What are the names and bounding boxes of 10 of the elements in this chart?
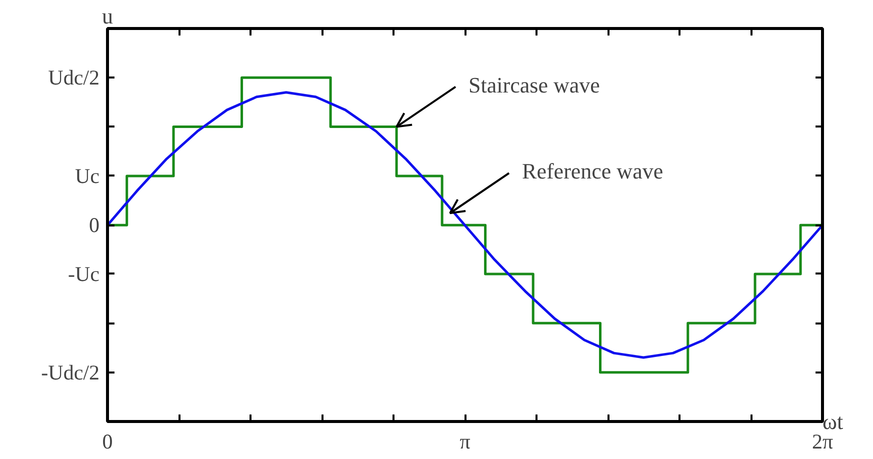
x-tick-label: 0	[102, 430, 113, 454]
annotation: Reference wave	[522, 158, 664, 184]
y-axis-title: u	[102, 4, 113, 28]
x-tick-label: π	[460, 430, 471, 454]
text: Udc/2	[48, 66, 100, 90]
text: -Uc	[68, 262, 100, 286]
annotation: Staircase wave	[468, 72, 600, 98]
text: Uc	[75, 164, 100, 188]
text: 0	[89, 213, 100, 238]
text: -Udc/2	[41, 360, 100, 384]
